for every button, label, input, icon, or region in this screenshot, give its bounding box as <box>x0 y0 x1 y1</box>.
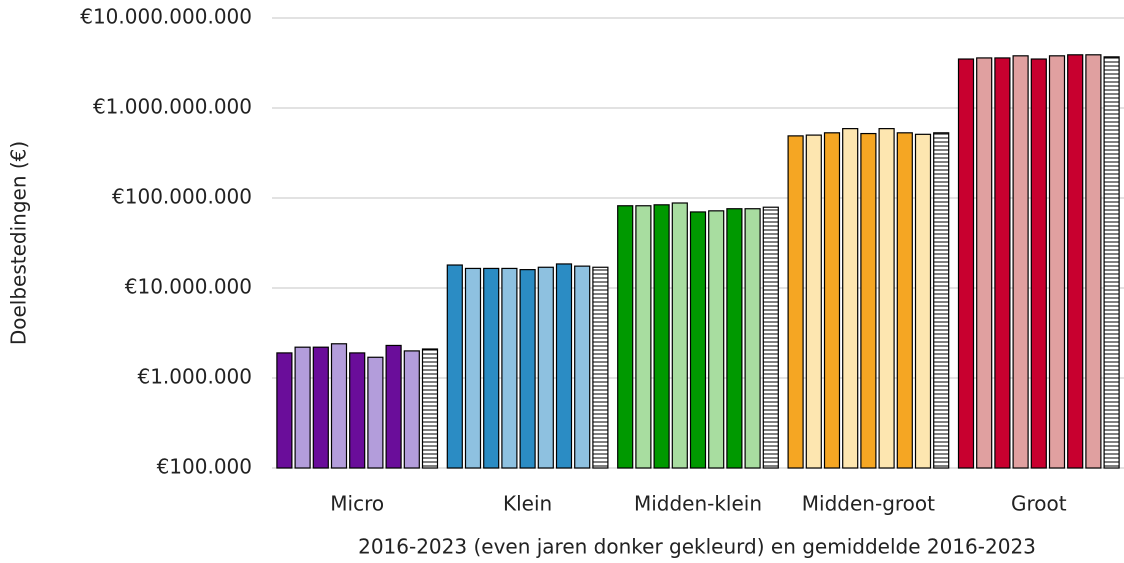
x-tick-label: Micro <box>330 492 384 516</box>
bar <box>555 263 573 469</box>
bar <box>1067 54 1084 469</box>
bar <box>330 343 348 469</box>
bar <box>762 206 779 469</box>
bar <box>635 205 652 469</box>
bar <box>446 264 463 469</box>
bar <box>878 128 895 469</box>
bar <box>653 204 670 469</box>
bar <box>805 134 822 469</box>
bar <box>483 267 500 469</box>
bar <box>787 135 804 469</box>
bar <box>519 269 536 469</box>
bar <box>842 128 859 469</box>
bar <box>617 205 634 469</box>
bar <box>1030 58 1047 469</box>
bar <box>914 133 932 469</box>
bar <box>1085 54 1102 469</box>
bar <box>349 352 366 469</box>
y-tick-label: €1.000.000.000 <box>93 95 252 119</box>
x-tick-label: Midden-klein <box>634 492 762 516</box>
bar <box>501 267 518 469</box>
bar <box>294 346 311 469</box>
bar <box>1103 56 1120 469</box>
y-tick-label: €100.000 <box>157 455 252 479</box>
bar <box>689 211 707 469</box>
bar <box>896 132 913 469</box>
bar <box>574 265 591 469</box>
bar <box>276 352 293 469</box>
x-tick-label: Groot <box>1011 492 1067 516</box>
bar <box>823 132 841 469</box>
bar <box>744 208 761 469</box>
bar <box>860 132 877 469</box>
bar <box>994 57 1011 469</box>
bar <box>464 267 482 469</box>
x-tick-label: Klein <box>503 492 552 516</box>
bar <box>933 132 950 469</box>
x-tick-label: Midden-groot <box>802 492 935 516</box>
y-tick-label: €10.000.000.000 <box>80 5 252 29</box>
y-axis-title: Doelbestedingen (€) <box>7 141 31 345</box>
bar <box>1048 55 1066 469</box>
bar <box>976 57 993 469</box>
y-tick-label: €100.000.000 <box>112 185 252 209</box>
bar <box>537 266 554 469</box>
x-axis-title: 2016-2023 (even jaren donker gekleurd) e… <box>358 535 1036 559</box>
bar <box>957 58 975 469</box>
bar <box>367 356 384 469</box>
bar <box>726 208 743 469</box>
bar <box>671 202 688 469</box>
bar <box>385 344 402 469</box>
y-tick-label: €1.000.000 <box>137 365 252 389</box>
bar <box>592 266 609 469</box>
bar <box>708 210 725 469</box>
bar <box>312 346 329 469</box>
bar <box>421 348 439 469</box>
bar <box>1012 55 1029 469</box>
y-tick-label: €10.000.000 <box>125 275 252 299</box>
bar <box>403 350 420 469</box>
